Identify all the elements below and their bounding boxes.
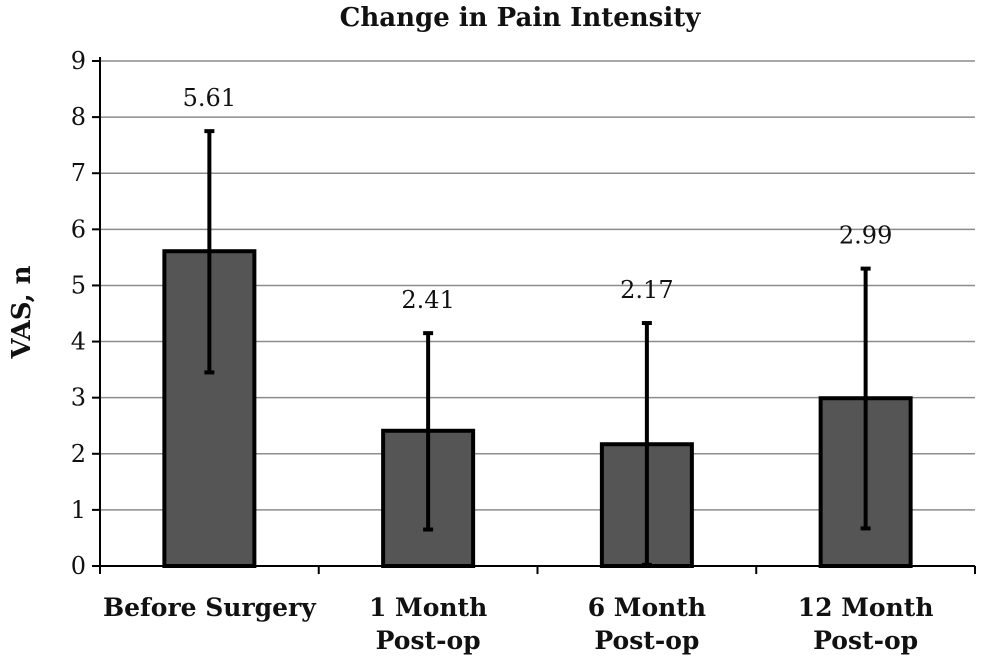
data-label: 2.99 [839,222,892,250]
x-tick-label: Before Surgery [103,593,317,622]
bars [162,129,913,568]
data-label: 2.17 [620,276,673,304]
y-tick-label: 2 [71,440,86,468]
x-tick-label-line: 1 Month [369,593,487,622]
labels: 0 1 2 3 4 5 6 7 8 9 5.61 Before Surgery 2.41 1 Month P… [71,47,934,655]
y-tick-label: 3 [71,384,86,412]
y-tick-label: 8 [71,103,86,131]
data-label: 2.41 [401,286,454,314]
x-tick-label-line: 6 Month [588,593,706,622]
y-tick-label: 9 [71,47,86,75]
x-tick-label-line: Post-op [594,626,699,655]
y-tick-label: 4 [71,328,86,356]
x-tick-label: 1 Month Post-op [369,593,487,655]
y-tick-label: 0 [71,552,86,580]
x-tick-label-line: 12 Month [798,593,934,622]
y-tick-label: 7 [71,159,86,187]
y-tick-label: 1 [71,496,86,524]
data-label: 5.61 [183,84,236,112]
x-tick-label: 6 Month Post-op [588,593,706,655]
chart-title: Change in Pain Intensity [340,3,702,33]
x-tick-label-line: Post-op [376,626,481,655]
x-tick-label-line: Before Surgery [103,593,317,622]
x-tick-label: 12 Month Post-op [798,593,934,655]
y-axis-label: VAS, n [7,265,37,359]
y-tick-label: 6 [71,215,86,243]
y-tick-label: 5 [71,271,86,299]
x-tick-label-line: Post-op [813,626,918,655]
